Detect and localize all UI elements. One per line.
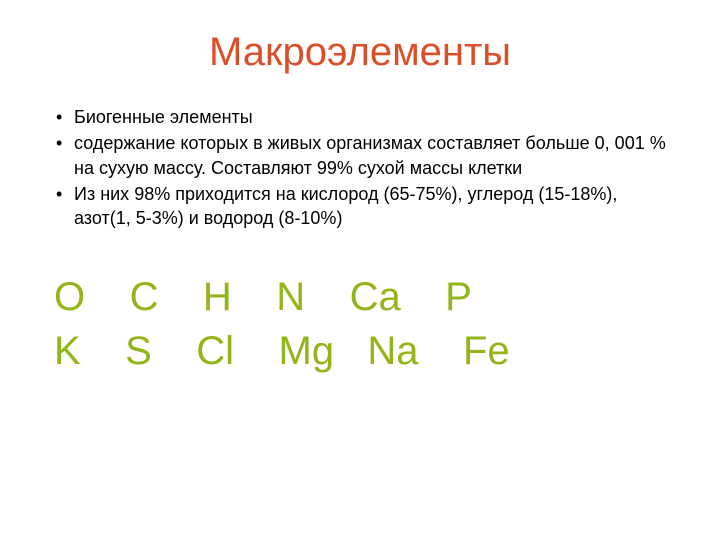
slide-title: Макроэлементы bbox=[50, 30, 670, 75]
bullet-item-2: содержание которых в живых организмах со… bbox=[50, 131, 670, 180]
elements-container: O C H N Ca P K S Cl Mg Na Fe bbox=[50, 270, 670, 378]
elements-row-1: O C H N Ca P bbox=[54, 270, 670, 324]
elements-row-2: K S Cl Mg Na Fe bbox=[54, 324, 670, 378]
bullet-item-3: Из них 98% приходится на кислород (65-75… bbox=[50, 182, 670, 231]
slide-container: Макроэлементы Биогенные элементы содержа… bbox=[0, 0, 720, 540]
bullet-list: Биогенные элементы содержание которых в … bbox=[50, 105, 670, 230]
bullet-item-1: Биогенные элементы bbox=[50, 105, 670, 129]
